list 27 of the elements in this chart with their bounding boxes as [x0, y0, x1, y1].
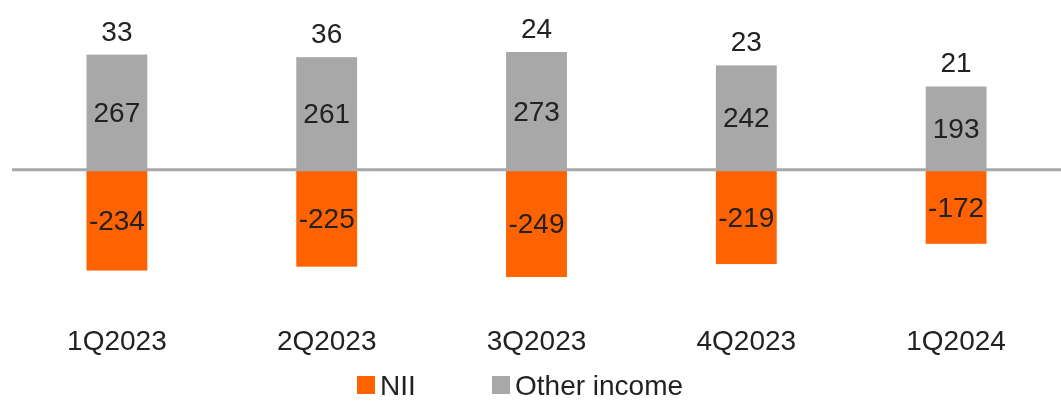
- x-tick-label: 1Q2024: [906, 324, 1006, 356]
- bar: [86, 169, 148, 271]
- data-label: -219: [718, 201, 775, 233]
- total-label: 21: [940, 47, 972, 79]
- bar: [925, 169, 987, 244]
- data-label: -249: [508, 208, 565, 240]
- data-label: -234: [88, 204, 145, 236]
- data-label: 193: [932, 112, 980, 144]
- legend-label: NII: [380, 369, 416, 401]
- x-tick-label: 3Q2023: [486, 324, 587, 356]
- data-label: 242: [722, 102, 770, 134]
- data-label: 273: [513, 95, 560, 127]
- x-tick-label: 2Q2023: [276, 324, 377, 356]
- bar: [296, 169, 358, 267]
- x-tick-label: 4Q2023: [696, 324, 797, 356]
- legend-label: Other income: [515, 369, 684, 401]
- data-label: 267: [93, 96, 141, 128]
- x-tick-label: 1Q2023: [67, 324, 167, 356]
- total-label: 36: [311, 18, 343, 50]
- total-label: 23: [730, 26, 762, 58]
- total-label: 33: [101, 15, 133, 47]
- bar: [715, 169, 777, 265]
- data-label: 261: [303, 98, 351, 130]
- data-label: -225: [298, 202, 355, 234]
- data-label: -172: [928, 191, 985, 223]
- total-label: 24: [520, 13, 553, 44]
- bar: [506, 169, 567, 277]
